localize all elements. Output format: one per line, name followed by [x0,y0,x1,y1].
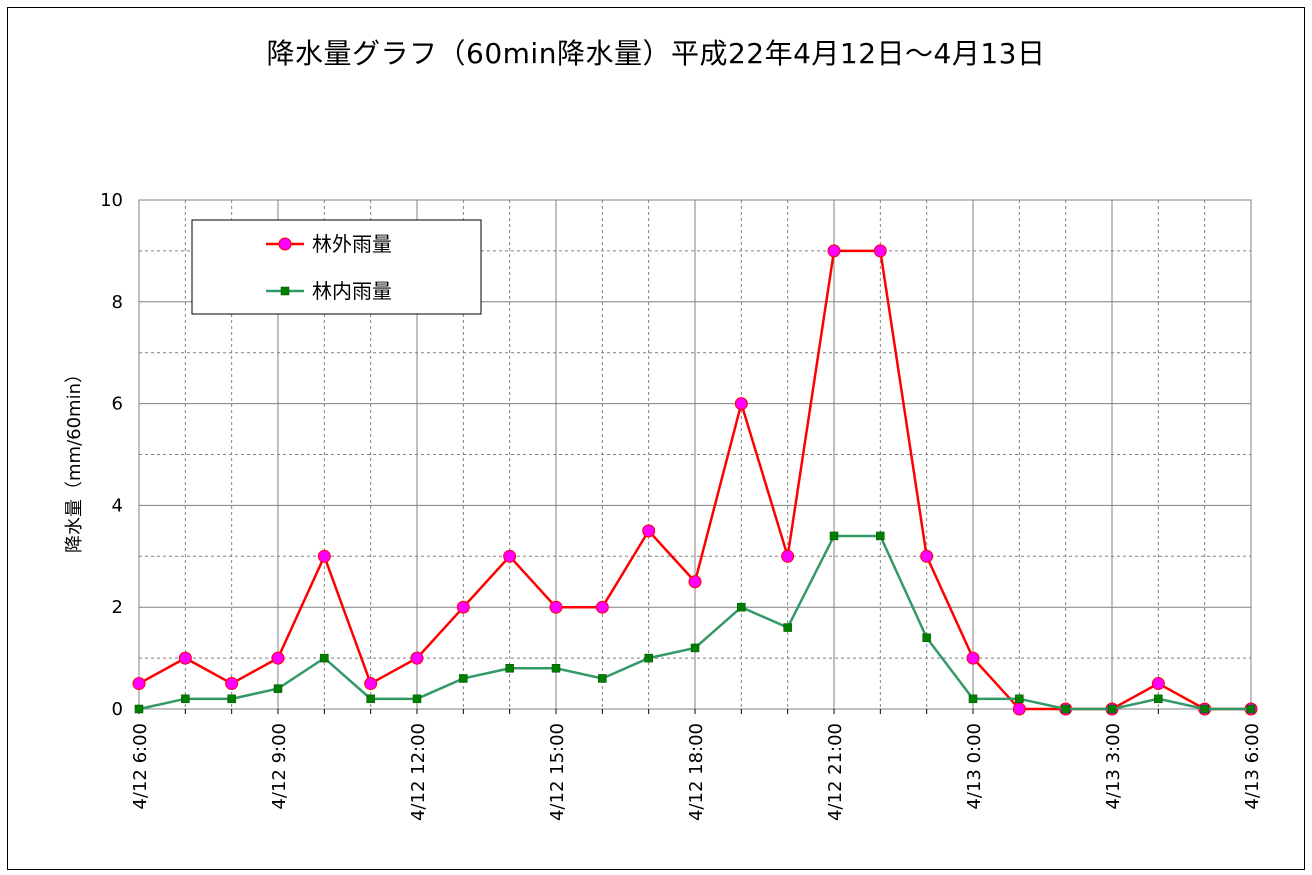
y-tick-label: 6 [112,394,123,415]
data-point [1151,677,1165,691]
data-point [1015,694,1024,704]
data-point [968,694,978,704]
data-point [876,531,885,541]
y-axis-label: 降水量（mm/60min） [64,365,85,553]
data-point [178,651,192,665]
legend-marker [280,286,290,296]
data-point [181,694,190,704]
x-tick-label: 4/12 9:00 [269,723,290,810]
data-point [456,600,470,614]
data-point [366,694,375,704]
chart-frame [7,7,1305,870]
x-tick-label: 4/12 12:00 [408,723,429,821]
data-point [271,651,285,665]
x-tick-label: 4/12 6:00 [130,723,151,810]
data-point [873,244,887,258]
data-point [595,600,609,614]
x-tick-label: 4/13 0:00 [964,723,985,810]
data-point [1061,704,1070,714]
legend-marker [278,237,292,251]
data-point [503,549,517,563]
data-point [551,664,561,673]
data-point [781,549,795,563]
data-point [505,664,514,673]
data-point [410,651,424,665]
y-tick-label: 2 [112,597,123,618]
data-point [642,524,656,538]
data-point [549,600,563,614]
data-point [920,549,934,563]
data-point [827,244,841,258]
x-tick-label: 4/13 3:00 [1103,723,1124,810]
y-axis-ticks: 0 2 4 6 8 10 [100,190,123,720]
series-group [132,244,1258,716]
data-point [598,674,607,683]
data-point [227,694,236,704]
data-point [734,397,748,411]
series-2 [134,531,1256,714]
data-point [364,677,378,691]
data-point [1154,694,1163,704]
y-tick-label: 8 [112,292,123,313]
data-point [317,549,331,563]
data-point [737,602,746,612]
x-tick-label: 4/13 6:00 [1242,723,1263,810]
x-axis-ticks: 4/12 6:00 4/12 9:00 4/12 12:00 4/12 15:00 4/… [130,709,1263,821]
data-point [134,704,144,714]
y-tick-label: 0 [112,699,123,720]
y-tick-label: 10 [100,190,123,211]
data-point [1246,704,1256,714]
x-tick-label: 4/12 15:00 [547,723,568,821]
legend-box [191,219,482,315]
chart-title: 降水量グラフ（60min降水量）平成22年4月12日～4月13日 [266,37,1046,70]
data-point [132,677,146,691]
data-point [783,623,792,632]
data-point [922,633,931,642]
y-tick-label: 4 [112,495,123,516]
legend-label: 林内雨量 [312,279,392,303]
data-point [1200,704,1209,714]
data-point [644,653,653,663]
data-point [1107,704,1117,714]
data-point [829,531,839,541]
data-point [966,651,980,665]
x-tick-label: 4/12 21:00 [825,723,846,821]
data-point [690,643,700,653]
data-point [320,653,329,663]
data-point [225,677,239,691]
data-point [1012,702,1026,716]
x-tick-label: 4/12 18:00 [686,723,707,821]
data-point [459,674,468,683]
legend-label: 林外雨量 [312,232,392,256]
data-point [273,684,283,693]
data-point [688,575,702,589]
data-point [412,694,422,704]
